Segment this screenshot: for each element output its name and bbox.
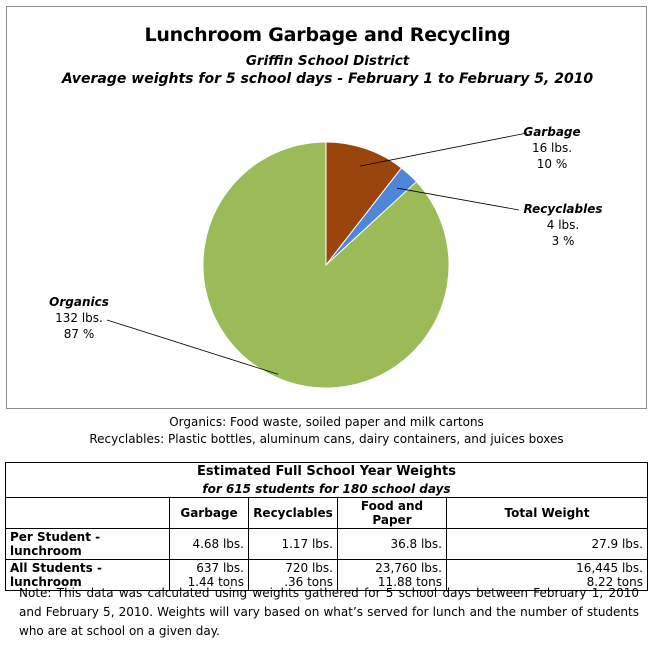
chart-title: Lunchroom Garbage and Recycling bbox=[144, 24, 511, 46]
cell-lbs: 23,760 lbs. bbox=[375, 561, 442, 575]
column-header-recyclables: Recyclables bbox=[248, 497, 338, 529]
cell: 27.9 lbs. bbox=[446, 528, 648, 560]
leader-line-organics bbox=[106, 319, 279, 375]
row-label: Per Student - lunchroom bbox=[5, 528, 170, 560]
cell-tons: .36 tons bbox=[284, 575, 333, 589]
pie-slice-garbage bbox=[325, 141, 403, 267]
cell: 4.68 lbs. bbox=[169, 528, 249, 560]
label-organics-weight: 132 lbs. bbox=[55, 311, 103, 325]
cell: 36.8 lbs. bbox=[337, 528, 447, 560]
cell-lbs: 16,445 lbs. bbox=[576, 561, 643, 575]
cell-tons: 1.44 tons bbox=[187, 575, 244, 589]
cell-tons: 8.22 tons bbox=[586, 575, 643, 589]
cell-tons: 11.88 tons bbox=[377, 575, 442, 589]
header-blank bbox=[5, 497, 170, 529]
label-recyclables: Recyclables 4 lbs. 3 % bbox=[513, 201, 613, 249]
leader-line-garbage bbox=[359, 132, 528, 167]
weights-table: Estimated Full School Year Weights for 6… bbox=[5, 462, 648, 591]
cell: 16,445 lbs. 8.22 tons bbox=[446, 559, 648, 591]
label-garbage: Garbage 16 lbs. 10 % bbox=[512, 124, 592, 172]
label-recyclables-name: Recyclables bbox=[523, 202, 603, 216]
table-title: Estimated Full School Year Weights bbox=[5, 462, 648, 480]
cell-lbs: 720 lbs. bbox=[285, 561, 333, 575]
label-recyclables-percent: 3 % bbox=[551, 234, 575, 248]
label-organics-percent: 87 % bbox=[63, 327, 95, 341]
organics-definition: Organics: Food waste, soiled paper and m… bbox=[169, 415, 484, 429]
chart-area: Lunchroom Garbage and Recycling Griffin … bbox=[6, 6, 647, 409]
label-garbage-name: Garbage bbox=[523, 125, 581, 139]
table-subtitle: for 615 students for 180 school days bbox=[5, 480, 648, 498]
cell: 1.17 lbs. bbox=[248, 528, 338, 560]
table-row: Per Student - lunchroom 4.68 lbs. 1.17 l… bbox=[5, 528, 648, 560]
leader-line-recyclables bbox=[396, 187, 520, 211]
label-garbage-percent: 10 % bbox=[536, 157, 568, 171]
label-organics-name: Organics bbox=[49, 295, 109, 309]
label-garbage-weight: 16 lbs. bbox=[531, 141, 573, 155]
label-organics: Organics 132 lbs. 87 % bbox=[39, 294, 119, 342]
cell: 23,760 lbs. 11.88 tons bbox=[337, 559, 447, 591]
chart-subtitle-district: Griffin School District bbox=[245, 53, 410, 69]
column-header-total: Total Weight bbox=[446, 497, 648, 529]
recyclables-definition: Recyclables: Plastic bottles, aluminum c… bbox=[89, 432, 564, 446]
row-label: All Students - lunchroom bbox=[5, 559, 170, 591]
label-recyclables-weight: 4 lbs. bbox=[546, 218, 580, 232]
pie-slice-organics bbox=[202, 141, 450, 389]
footnote: Note: This data was calculated using wei… bbox=[19, 586, 639, 638]
column-header-food-paper: Food and Paper bbox=[337, 497, 447, 529]
cell-lbs: 637 lbs. bbox=[196, 561, 244, 575]
pie-chart bbox=[106, 132, 528, 389]
chart-subtitle-dates: Average weights for 5 school days - Febr… bbox=[61, 71, 594, 87]
table-row: All Students - lunchroom 637 lbs. 1.44 to… bbox=[5, 559, 648, 591]
column-header-garbage: Garbage bbox=[169, 497, 249, 529]
